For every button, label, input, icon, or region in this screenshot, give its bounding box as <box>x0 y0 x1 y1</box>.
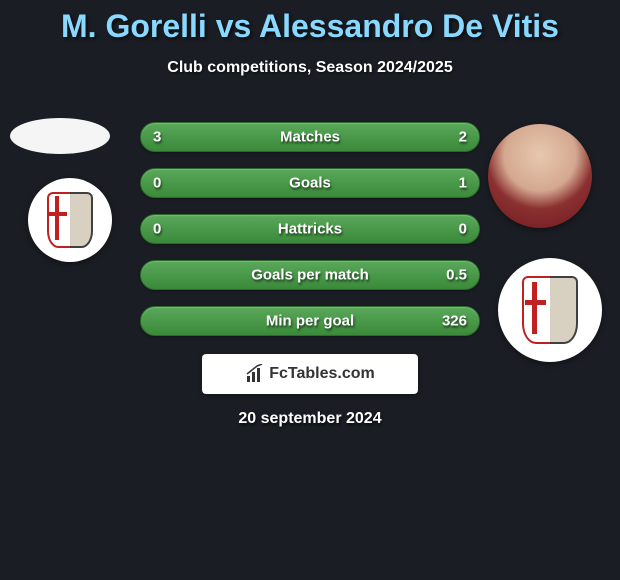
footer-logo-text: FcTables.com <box>269 365 375 383</box>
player-photo-left <box>10 118 110 154</box>
stat-value-right: 1 <box>459 175 467 192</box>
shield-icon <box>47 192 93 248</box>
stat-value-right: 0 <box>459 221 467 238</box>
stat-label: Hattricks <box>278 221 342 238</box>
stat-row: 3 Matches 2 <box>140 122 480 152</box>
stat-row: Goals per match 0.5 <box>140 260 480 290</box>
stat-value-left: 0 <box>153 175 161 192</box>
footer-logo: FcTables.com <box>202 354 418 394</box>
stat-row: 0 Hattricks 0 <box>140 214 480 244</box>
stat-value-right: 326 <box>442 313 467 330</box>
page-title: M. Gorelli vs Alessandro De Vitis <box>0 0 620 45</box>
club-logo-right <box>498 258 602 362</box>
stats-bars: 3 Matches 2 0 Goals 1 0 Hattricks 0 Goal… <box>140 122 480 352</box>
stat-value-left: 3 <box>153 129 161 146</box>
stat-value-left: 0 <box>153 221 161 238</box>
player-photo-right <box>488 124 592 228</box>
stat-row: 0 Goals 1 <box>140 168 480 198</box>
stat-label: Matches <box>280 129 340 146</box>
club-logo-left <box>28 178 112 262</box>
stat-label: Goals per match <box>251 267 369 284</box>
page-subtitle: Club competitions, Season 2024/2025 <box>0 59 620 77</box>
stat-label: Min per goal <box>266 313 354 330</box>
bar-chart-icon <box>245 364 265 384</box>
stat-row: Min per goal 326 <box>140 306 480 336</box>
footer-date: 20 september 2024 <box>0 410 620 428</box>
shield-icon <box>522 276 578 344</box>
stat-value-right: 0.5 <box>446 267 467 284</box>
stat-value-right: 2 <box>459 129 467 146</box>
stat-label: Goals <box>289 175 331 192</box>
